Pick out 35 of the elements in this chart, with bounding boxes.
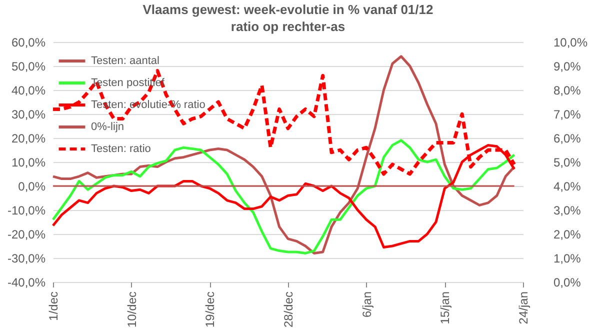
- line-series: [52, 55, 516, 254]
- y-tick-label: 50,0%: [11, 60, 46, 74]
- legend-label: Testen: aantal: [91, 55, 160, 67]
- x-tick-label: 6/jan: [360, 292, 374, 318]
- x-tick-label: 28/dec: [282, 292, 296, 328]
- chart-title: Vlaams gewest: week-evolutie in % vanaf 01/12: [142, 2, 434, 17]
- x-tick-label: 15/jan: [438, 292, 452, 324]
- y2-tick-label: 9,0%: [554, 60, 582, 74]
- y-tick-label: -40,0%: [7, 276, 46, 290]
- legend-label: 0%-lijn: [91, 121, 124, 133]
- y-tick-label: 0,0%: [18, 180, 46, 194]
- x-tick-label: 1/dec: [46, 292, 60, 321]
- y2-tick-label: 6,0%: [554, 132, 582, 146]
- y2-tick-label: 3,0%: [554, 204, 582, 218]
- y2-tick-label: 2,0%: [554, 228, 582, 242]
- y2-tick-label: 10,0%: [554, 36, 588, 50]
- chart-subtitle: ratio op rechter-as: [230, 19, 346, 34]
- x-tick-label: 10/dec: [124, 292, 139, 328]
- y2-tick-label: 1,0%: [554, 252, 582, 266]
- y-tick-label: 10,0%: [11, 156, 46, 170]
- y-tick-label: 30,0%: [11, 108, 46, 122]
- y-tick-label: 60,0%: [11, 36, 46, 50]
- y2-tick-label: 5,0%: [554, 156, 582, 170]
- y2-tick-label: 8,0%: [554, 84, 582, 98]
- x-tick-label: 19/dec: [203, 292, 218, 328]
- y-tick-label: -20,0%: [7, 228, 46, 242]
- y-tick-label: 20,0%: [11, 132, 46, 146]
- x-tick-label: 24/jan: [516, 292, 530, 324]
- y2-tick-label: 0,0%: [554, 276, 582, 290]
- y-tick-label: -10,0%: [7, 204, 46, 218]
- y-tick-label: 40,0%: [11, 84, 46, 98]
- y-tick-label: -30,0%: [7, 252, 46, 266]
- y2-tick-label: 4,0%: [554, 180, 582, 194]
- legend-label: Testen: ratio: [91, 143, 151, 155]
- y2-tick-label: 7,0%: [554, 108, 582, 122]
